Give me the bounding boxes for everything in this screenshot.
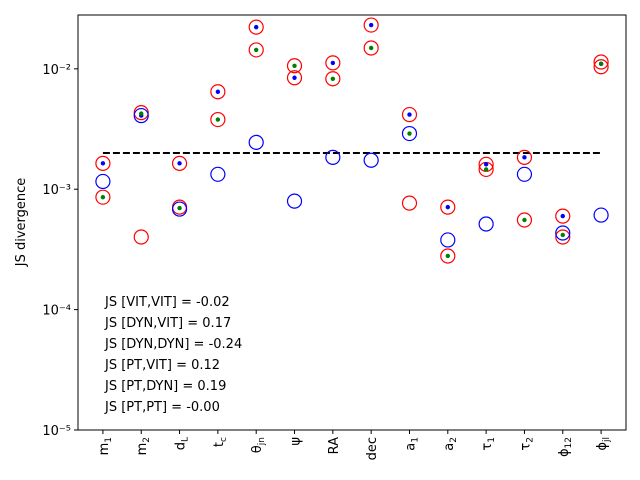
circle-marker bbox=[171, 155, 188, 171]
y-axis-label: JS divergence bbox=[14, 178, 29, 268]
dot-marker bbox=[139, 111, 144, 116]
circle-marker bbox=[286, 70, 303, 86]
x-tick-label: dL bbox=[174, 437, 191, 450]
y-tick-label: 10⁻² bbox=[42, 63, 71, 78]
dot-marker bbox=[368, 22, 374, 28]
circle-marker bbox=[363, 17, 379, 33]
dot-marker bbox=[253, 47, 259, 53]
circle-marker bbox=[133, 104, 149, 121]
dot-marker bbox=[177, 205, 182, 211]
x-tick-label: tc bbox=[212, 437, 229, 447]
circle-marker bbox=[95, 155, 111, 171]
circle-marker bbox=[171, 201, 188, 217]
circle-marker bbox=[555, 225, 571, 241]
circle-marker bbox=[440, 248, 456, 264]
x-tick-label: τ2 bbox=[518, 437, 535, 451]
circle-marker bbox=[325, 149, 341, 165]
circle-marker bbox=[401, 195, 418, 211]
circle-marker bbox=[401, 106, 418, 123]
circle-marker bbox=[210, 166, 226, 182]
circle-marker bbox=[286, 58, 303, 74]
dot-marker bbox=[292, 63, 297, 68]
x-tick-label: m1 bbox=[97, 437, 114, 455]
circle-marker bbox=[516, 212, 533, 228]
dot-marker bbox=[483, 162, 489, 167]
dot-marker bbox=[445, 204, 451, 210]
annotation: JS [PT,PT] = -0.00 bbox=[104, 400, 220, 415]
y-tick-label: 10⁻³ bbox=[42, 183, 71, 198]
circle-marker bbox=[516, 166, 533, 182]
circle-marker bbox=[286, 193, 303, 209]
circle-marker bbox=[363, 152, 379, 168]
dot-marker bbox=[522, 155, 527, 160]
plot-frame bbox=[77, 14, 627, 431]
circle-marker bbox=[593, 54, 609, 70]
circle-marker bbox=[248, 134, 264, 150]
dot-marker bbox=[560, 232, 565, 238]
circle-marker bbox=[555, 229, 571, 245]
dot-marker bbox=[598, 61, 604, 67]
x-tick-label: ϕ12 bbox=[557, 437, 574, 457]
dot-marker bbox=[100, 194, 106, 200]
circle-marker bbox=[325, 55, 341, 71]
x-tick-label: m2 bbox=[135, 437, 152, 455]
dot-marker bbox=[560, 213, 565, 219]
annotation: JS [VIT,VIT] = -0.02 bbox=[104, 295, 230, 310]
circle-marker bbox=[95, 173, 111, 190]
dot-marker bbox=[368, 45, 374, 51]
annotation: JS [PT,VIT] = 0.12 bbox=[104, 358, 220, 373]
x-tick-label: ψ bbox=[289, 437, 304, 446]
annotation: JS [PT,DYN] = 0.19 bbox=[104, 379, 226, 394]
dot-marker bbox=[215, 89, 221, 94]
circle-marker bbox=[133, 229, 149, 245]
circle-marker bbox=[325, 71, 341, 87]
circle-marker bbox=[95, 189, 111, 205]
x-tick-label: a2 bbox=[442, 437, 459, 451]
dot-marker bbox=[253, 24, 259, 30]
dot-marker bbox=[522, 217, 527, 223]
dot-marker bbox=[445, 253, 451, 259]
circle-marker bbox=[440, 199, 456, 215]
circle-marker bbox=[248, 19, 264, 35]
circle-marker bbox=[555, 208, 571, 224]
dot-marker bbox=[177, 161, 182, 166]
dot-marker bbox=[215, 117, 221, 122]
dot-marker bbox=[483, 167, 489, 172]
annotation: JS [DYN,DYN] = -0.24 bbox=[104, 337, 242, 352]
annotation: JS [DYN,VIT] = 0.17 bbox=[104, 316, 231, 331]
circle-marker bbox=[516, 149, 533, 165]
circle-marker bbox=[593, 59, 609, 75]
x-tick-label: θjn bbox=[250, 437, 267, 453]
dot-marker bbox=[407, 131, 412, 136]
circle-marker bbox=[210, 111, 226, 128]
y-tick-label: 10⁻⁵ bbox=[42, 424, 71, 439]
dot-marker bbox=[330, 60, 336, 66]
circle-marker bbox=[133, 107, 149, 124]
circle-marker bbox=[401, 125, 418, 142]
x-tick-label: dec bbox=[365, 437, 380, 460]
circle-marker bbox=[210, 84, 226, 100]
y-tick-label: 10⁻⁴ bbox=[42, 304, 71, 319]
x-tick-label: τ1 bbox=[480, 437, 497, 451]
x-tick-label: RA bbox=[327, 437, 342, 455]
dot-marker bbox=[330, 76, 336, 81]
circle-marker bbox=[363, 40, 379, 56]
x-tick-label: a1 bbox=[403, 437, 420, 451]
x-tick-label: ϕjl bbox=[595, 437, 612, 451]
circle-marker bbox=[248, 42, 264, 58]
dot-marker bbox=[407, 112, 412, 117]
circle-marker bbox=[593, 207, 609, 223]
dot-marker bbox=[100, 161, 106, 166]
dot-marker bbox=[292, 75, 297, 80]
circle-marker bbox=[478, 216, 494, 232]
circle-marker bbox=[440, 232, 456, 248]
